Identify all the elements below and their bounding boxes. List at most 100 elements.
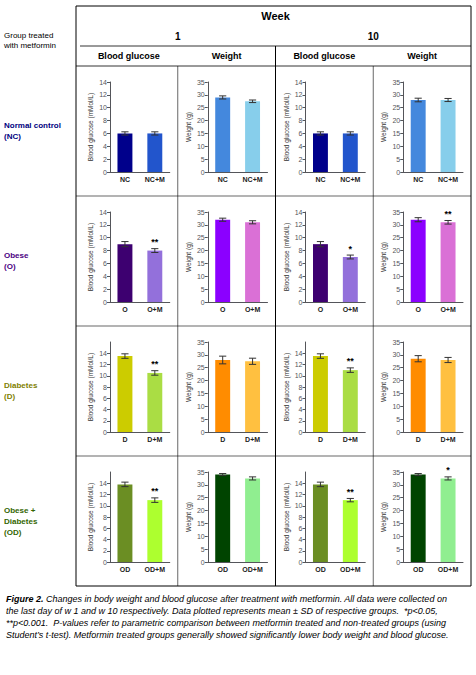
- svg-text:15: 15: [392, 130, 400, 137]
- svg-text:0: 0: [103, 169, 107, 176]
- svg-text:10: 10: [197, 273, 205, 280]
- svg-text:O+M: O+M: [147, 306, 163, 313]
- svg-text:Student’s t-test). Metformin t: Student’s t-test). Metformin treated gro…: [6, 630, 449, 640]
- svg-text:(NC): (NC): [4, 132, 21, 141]
- svg-text:D: D: [416, 436, 421, 443]
- svg-text:10: 10: [392, 533, 400, 540]
- svg-text:4: 4: [299, 406, 303, 413]
- svg-text:14: 14: [295, 79, 303, 86]
- svg-text:20: 20: [197, 377, 205, 384]
- svg-text:14: 14: [99, 209, 107, 216]
- svg-text:2: 2: [103, 417, 107, 424]
- svg-text:20: 20: [392, 507, 400, 514]
- svg-text:20: 20: [197, 247, 205, 254]
- svg-text:0: 0: [201, 559, 205, 566]
- svg-text:Obese: Obese: [4, 251, 29, 260]
- svg-text:2: 2: [299, 156, 303, 163]
- svg-text:*: *: [349, 244, 353, 254]
- svg-text:Blood glucose: Blood glucose: [98, 51, 160, 61]
- svg-text:25: 25: [197, 234, 205, 241]
- svg-text:**: **: [347, 487, 355, 497]
- svg-text:OD+M: OD+M: [438, 566, 459, 573]
- svg-text:30: 30: [392, 91, 400, 98]
- svg-text:0: 0: [201, 429, 205, 436]
- svg-text:Blood glucose (mMol/L): Blood glucose (mMol/L): [283, 223, 291, 291]
- svg-text:30: 30: [197, 481, 205, 488]
- svg-text:10: 10: [295, 104, 303, 111]
- svg-text:10: 10: [99, 502, 107, 509]
- svg-text:**: **: [151, 359, 159, 369]
- svg-text:O: O: [122, 306, 128, 313]
- svg-text:0: 0: [201, 299, 205, 306]
- svg-text:35: 35: [197, 209, 205, 216]
- svg-text:0: 0: [299, 429, 303, 436]
- svg-text:Diabetes: Diabetes: [4, 381, 38, 390]
- svg-text:O: O: [318, 306, 324, 313]
- svg-text:10: 10: [197, 403, 205, 410]
- svg-text:NC: NC: [413, 176, 423, 183]
- svg-text:10: 10: [368, 31, 380, 42]
- svg-text:30: 30: [197, 221, 205, 228]
- svg-text:30: 30: [392, 481, 400, 488]
- svg-text:Normal control: Normal control: [4, 121, 61, 130]
- svg-text:15: 15: [392, 260, 400, 267]
- svg-text:O: O: [220, 306, 226, 313]
- svg-text:5: 5: [396, 156, 400, 163]
- svg-text:4: 4: [299, 143, 303, 150]
- svg-text:OD: OD: [217, 566, 228, 573]
- svg-text:D+M: D+M: [147, 436, 162, 443]
- svg-text:4: 4: [103, 273, 107, 280]
- svg-text:Weight (g): Weight (g): [380, 502, 388, 532]
- svg-text:1: 1: [175, 31, 181, 42]
- svg-text:10: 10: [295, 372, 303, 379]
- svg-text:NC: NC: [218, 176, 228, 183]
- svg-text:10: 10: [197, 143, 205, 150]
- svg-text:2: 2: [299, 547, 303, 554]
- svg-text:25: 25: [392, 104, 400, 111]
- svg-text:30: 30: [392, 221, 400, 228]
- svg-text:5: 5: [201, 156, 205, 163]
- svg-text:25: 25: [197, 104, 205, 111]
- svg-text:Weight (g): Weight (g): [185, 242, 193, 272]
- svg-text:6: 6: [299, 260, 303, 267]
- svg-text:NC+M: NC+M: [243, 176, 263, 183]
- svg-text:30: 30: [197, 91, 205, 98]
- svg-text:25: 25: [197, 494, 205, 501]
- svg-text:6: 6: [103, 130, 107, 137]
- svg-text:8: 8: [299, 384, 303, 391]
- svg-text:12: 12: [99, 361, 107, 368]
- svg-text:14: 14: [295, 350, 303, 357]
- svg-text:*: *: [446, 465, 450, 475]
- svg-text:NC+M: NC+M: [340, 176, 360, 183]
- svg-text:Weight (g): Weight (g): [380, 242, 388, 272]
- svg-text:2: 2: [103, 286, 107, 293]
- svg-text:Blood glucose (mMol/L): Blood glucose (mMol/L): [87, 93, 95, 161]
- svg-text:Blood glucose (mMol/L): Blood glucose (mMol/L): [283, 483, 291, 551]
- svg-text:8: 8: [299, 117, 303, 124]
- svg-text:14: 14: [99, 480, 107, 487]
- svg-text:10: 10: [295, 234, 303, 241]
- svg-text:NC+M: NC+M: [145, 176, 165, 183]
- svg-text:8: 8: [103, 247, 107, 254]
- svg-text:0: 0: [103, 299, 107, 306]
- svg-text:D: D: [318, 436, 323, 443]
- svg-text:**p<0.001. P-values refer to: **p<0.001. P-values refer to parametric …: [6, 618, 446, 628]
- svg-text:0: 0: [103, 559, 107, 566]
- svg-text:6: 6: [103, 260, 107, 267]
- svg-text:D: D: [122, 436, 127, 443]
- svg-text:O: O: [415, 306, 421, 313]
- svg-text:OD+M: OD+M: [340, 566, 361, 573]
- svg-text:0: 0: [299, 559, 303, 566]
- svg-text:2: 2: [103, 547, 107, 554]
- svg-text:20: 20: [197, 507, 205, 514]
- svg-text:Weight (g): Weight (g): [380, 112, 388, 142]
- svg-text:6: 6: [299, 130, 303, 137]
- svg-text:12: 12: [99, 221, 107, 228]
- svg-text:35: 35: [197, 79, 205, 86]
- svg-text:14: 14: [295, 209, 303, 216]
- svg-text:10: 10: [99, 234, 107, 241]
- svg-text:NC: NC: [120, 176, 130, 183]
- svg-text:2: 2: [299, 286, 303, 293]
- svg-text:6: 6: [299, 395, 303, 402]
- svg-text:35: 35: [392, 339, 400, 346]
